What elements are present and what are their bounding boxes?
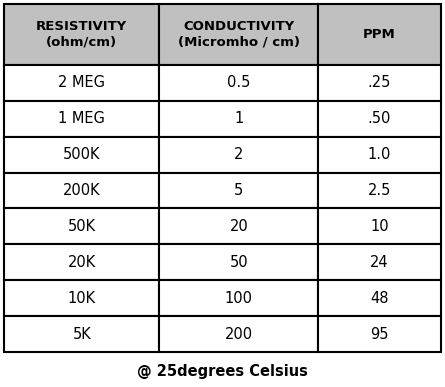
Text: 50: 50 — [230, 255, 248, 270]
Bar — [4, 245, 159, 280]
Text: CONDUCTIVITY
(Micromho / cm): CONDUCTIVITY (Micromho / cm) — [178, 20, 300, 49]
Text: PPM: PPM — [363, 28, 396, 41]
Text: 10: 10 — [370, 219, 389, 234]
Text: 200K: 200K — [63, 183, 101, 198]
Text: 20K: 20K — [68, 255, 96, 270]
Bar — [4, 137, 159, 173]
Bar — [159, 65, 319, 101]
Bar — [159, 209, 319, 245]
Text: 500K: 500K — [63, 147, 101, 162]
Bar — [4, 209, 159, 245]
Bar — [159, 316, 319, 352]
Bar — [4, 173, 159, 209]
Bar — [319, 4, 441, 65]
Bar — [319, 65, 441, 101]
Text: 1: 1 — [234, 111, 243, 126]
Bar — [319, 245, 441, 280]
Bar — [159, 280, 319, 316]
Text: 2.5: 2.5 — [368, 183, 391, 198]
Bar — [319, 137, 441, 173]
Text: 48: 48 — [370, 291, 389, 306]
Bar — [159, 101, 319, 137]
Bar — [159, 137, 319, 173]
Bar — [4, 280, 159, 316]
Text: 200: 200 — [225, 327, 253, 342]
Text: .25: .25 — [368, 75, 391, 90]
Text: @ 25degrees Celsius: @ 25degrees Celsius — [137, 364, 308, 379]
Bar — [319, 101, 441, 137]
Bar — [319, 209, 441, 245]
Bar — [4, 65, 159, 101]
Text: 5: 5 — [234, 183, 243, 198]
Bar — [159, 4, 319, 65]
Bar — [319, 173, 441, 209]
Text: 1.0: 1.0 — [368, 147, 391, 162]
Text: 100: 100 — [225, 291, 253, 306]
Bar — [159, 173, 319, 209]
Text: 0.5: 0.5 — [227, 75, 251, 90]
Text: 95: 95 — [370, 327, 389, 342]
Text: RESISTIVITY
(ohm/cm): RESISTIVITY (ohm/cm) — [36, 20, 127, 49]
Text: 2: 2 — [234, 147, 243, 162]
Text: 50K: 50K — [68, 219, 96, 234]
Text: 24: 24 — [370, 255, 389, 270]
Text: 5K: 5K — [73, 327, 91, 342]
Text: 1 MEG: 1 MEG — [58, 111, 105, 126]
Text: 20: 20 — [230, 219, 248, 234]
Text: 2 MEG: 2 MEG — [58, 75, 105, 90]
Text: 10K: 10K — [68, 291, 96, 306]
Bar — [319, 280, 441, 316]
Bar — [4, 4, 159, 65]
Bar — [4, 316, 159, 352]
Text: .50: .50 — [368, 111, 391, 126]
Bar — [4, 101, 159, 137]
Bar — [159, 245, 319, 280]
Bar — [319, 316, 441, 352]
